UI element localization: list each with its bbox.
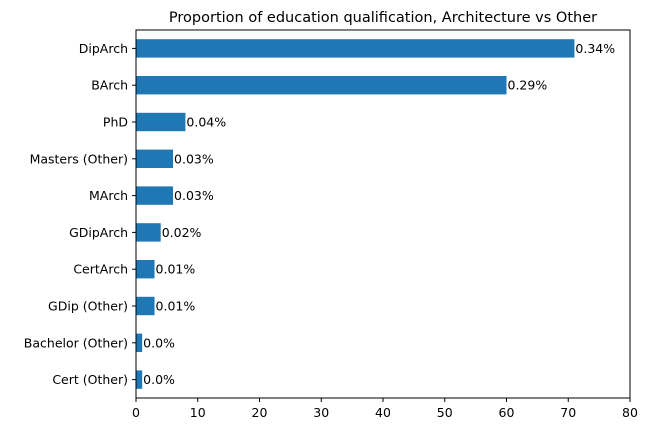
y-tick-label: DipArch	[79, 41, 128, 56]
bar-certarch	[136, 260, 155, 279]
data-label: 0.34%	[575, 41, 615, 56]
y-tick-label: Bachelor (Other)	[24, 335, 128, 350]
bar-masters-other	[136, 149, 174, 168]
y-tick-label: PhD	[103, 115, 128, 130]
bar-barch	[136, 76, 507, 95]
data-label: 0.03%	[174, 188, 214, 203]
y-tick-label: MArch	[89, 188, 128, 203]
y-axis: DipArch BArch PhD Masters (Other) MArch GDipA…	[24, 41, 136, 387]
data-label: 0.29%	[508, 78, 548, 93]
x-tick-label: 60	[499, 405, 515, 420]
data-label: 0.04%	[186, 115, 226, 130]
bar-cert-other	[136, 370, 143, 389]
y-tick-label: GDipArch	[69, 225, 128, 240]
x-tick-label: 0	[132, 405, 140, 420]
x-tick-label: 70	[560, 405, 576, 420]
y-tick-label: CertArch	[73, 262, 128, 277]
data-label: 0.03%	[174, 151, 214, 166]
x-tick-label: 80	[622, 405, 638, 420]
bar-phd	[136, 112, 186, 132]
x-tick-label: 10	[190, 405, 206, 420]
x-axis: 0 10 20 30 40 50 60 70 80	[132, 398, 638, 420]
bar-gdiparch	[136, 223, 161, 242]
data-label: 0.01%	[156, 262, 196, 277]
bars-group	[136, 39, 575, 389]
bar-march	[136, 186, 174, 205]
data-label: 0.01%	[156, 299, 196, 314]
data-label: 0.0%	[143, 372, 175, 387]
chart-title: Proportion of education qualification, A…	[169, 10, 597, 26]
bar-bachelor-other	[136, 333, 143, 352]
y-tick-label: Masters (Other)	[30, 151, 128, 166]
x-tick-label: 20	[252, 405, 268, 420]
data-label: 0.02%	[162, 225, 202, 240]
plot-frame	[135, 29, 631, 399]
x-tick-label: 50	[437, 405, 453, 420]
y-tick-label: GDip (Other)	[48, 299, 128, 314]
data-label: 0.0%	[143, 335, 175, 350]
x-tick-label: 40	[375, 405, 391, 420]
data-labels-group: 0.34% 0.29% 0.04% 0.03% 0.03% 0.02% 0.01% 0.01%…	[143, 41, 615, 387]
bar-gdip-other	[136, 296, 155, 316]
bar-diparch	[136, 39, 575, 58]
y-tick-label: Cert (Other)	[52, 372, 128, 387]
x-tick-label: 30	[313, 405, 329, 420]
y-tick-label: BArch	[91, 78, 128, 93]
